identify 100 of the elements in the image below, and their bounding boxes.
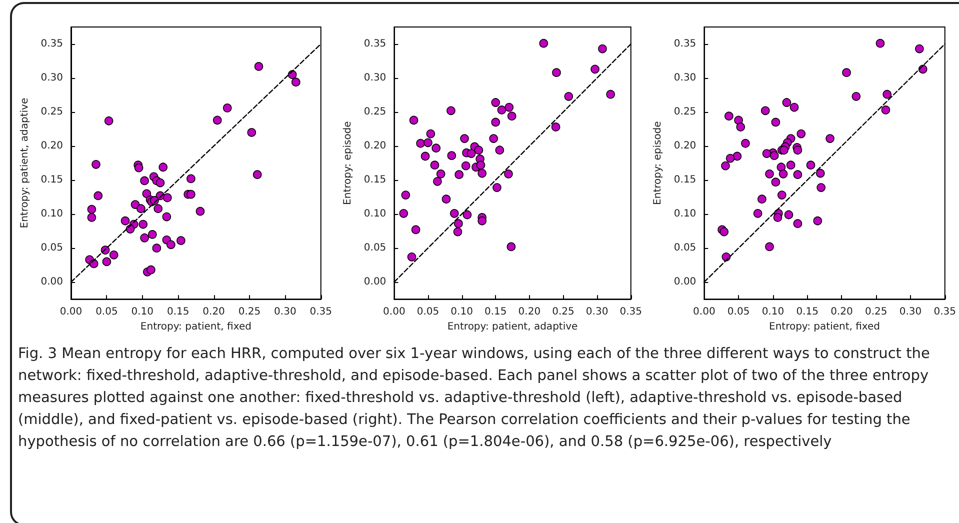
point [793, 219, 802, 228]
y-tick-label: 0.30 [674, 72, 696, 84]
point [793, 146, 802, 155]
x-tick-label: 0.30 [274, 306, 296, 318]
point [771, 118, 780, 127]
point [793, 170, 802, 180]
point [842, 68, 851, 77]
point [154, 204, 162, 214]
point [813, 216, 822, 226]
point [736, 122, 746, 132]
point [915, 44, 924, 54]
point [156, 178, 165, 188]
point [104, 116, 114, 126]
y-tick-label: 0.25 [40, 106, 63, 118]
point [760, 106, 770, 116]
x-axis-title: Entropy: patient, fixed [769, 322, 880, 332]
point [212, 116, 222, 125]
x-tick-label: 0.05 [96, 306, 118, 318]
point [773, 213, 782, 222]
x-tick-label: 0.05 [727, 306, 750, 318]
x-tick-label: 0.15 [484, 306, 507, 318]
point [130, 200, 140, 209]
point [252, 170, 262, 180]
x-tick-label: 0.30 [899, 306, 922, 318]
y-tick-label: 0.35 [40, 38, 63, 50]
point [606, 90, 615, 99]
point [407, 252, 416, 262]
point [753, 208, 762, 218]
x-tick-label: 0.00 [383, 306, 406, 318]
y-tick-label: 0.25 [364, 106, 386, 118]
point [720, 227, 729, 236]
point [491, 118, 500, 127]
point [564, 92, 574, 101]
x-tick-label: 0.25 [552, 306, 574, 318]
x-tick-label: 0.35 [934, 306, 956, 318]
x-tick-label: 0.25 [238, 306, 261, 318]
x-tick-label: 0.30 [586, 306, 608, 318]
point [109, 250, 118, 260]
point [102, 257, 112, 266]
point [416, 138, 425, 148]
point [771, 178, 780, 186]
point [446, 106, 456, 116]
y-tick-label: 0.35 [364, 38, 386, 50]
y-tick-label: 0.00 [40, 276, 63, 288]
point [741, 138, 750, 148]
y-tick-label: 0.05 [674, 242, 696, 254]
point [776, 162, 786, 172]
point [411, 225, 420, 234]
point [770, 151, 779, 160]
point [852, 92, 861, 101]
point [816, 168, 825, 178]
point [424, 138, 432, 148]
point [176, 236, 186, 245]
point [497, 106, 506, 114]
point [495, 146, 504, 155]
x-tick-label: 0.10 [762, 306, 784, 318]
point [491, 98, 500, 107]
point [401, 190, 410, 200]
point [186, 190, 196, 199]
point [476, 160, 486, 170]
point [152, 244, 162, 252]
point [138, 220, 148, 229]
point [882, 90, 892, 99]
point [447, 151, 456, 160]
x-tick-label: 0.20 [202, 306, 225, 318]
point [254, 62, 264, 71]
y-tick-label: 0.00 [364, 276, 386, 288]
y-tick-label: 0.15 [40, 174, 63, 186]
point [87, 204, 96, 214]
y-tick-label: 0.00 [674, 276, 696, 288]
y-tick-label: 0.05 [40, 242, 63, 254]
point [796, 129, 806, 138]
point [478, 168, 486, 178]
point [780, 146, 788, 155]
point [432, 144, 440, 152]
point [426, 129, 436, 138]
point [784, 210, 794, 220]
point [399, 208, 408, 218]
point [92, 160, 100, 169]
y-tick-label: 0.30 [364, 72, 386, 84]
y-tick-label: 0.20 [674, 140, 696, 152]
point [146, 265, 156, 274]
point [790, 102, 799, 112]
point [166, 240, 176, 250]
point [762, 149, 772, 158]
x-tick-label: 0.05 [416, 306, 440, 318]
point [222, 104, 232, 112]
point [489, 134, 498, 143]
point [186, 174, 196, 184]
point [504, 170, 513, 178]
point [453, 227, 462, 236]
caption: Fig. 3 Mean entropy for each HRR, computed over six 1-year windows, using each of the three different ways to construct the network: fixed-threshold, adaptive-threshold, and episode-based. Each panel shows a scatter plot of two of the three entropy measures plotted against one another: fixed-threshold vs. adaptive-threshold (left), adaptive-threshold vs. episode-based (middle), and fixed-patient vs. episode-based (right). The Pearson correlation coefficients and their p-values for testing the hypothesis of no correlation are 0.66 (p=1.159e-07), 0.61 (p=1.804e-06), and 0.58 (p=6.925e-06), respectively [18, 345, 931, 452]
x-axis-title: Entropy: patient, adaptive [447, 322, 578, 332]
y-tick-label: 0.05 [364, 242, 386, 254]
point [87, 213, 96, 222]
y-tick-label: 0.10 [674, 208, 696, 220]
point [136, 204, 146, 214]
y-axis-title: Entropy: episode [342, 121, 354, 205]
point [826, 134, 834, 143]
point [507, 112, 516, 121]
